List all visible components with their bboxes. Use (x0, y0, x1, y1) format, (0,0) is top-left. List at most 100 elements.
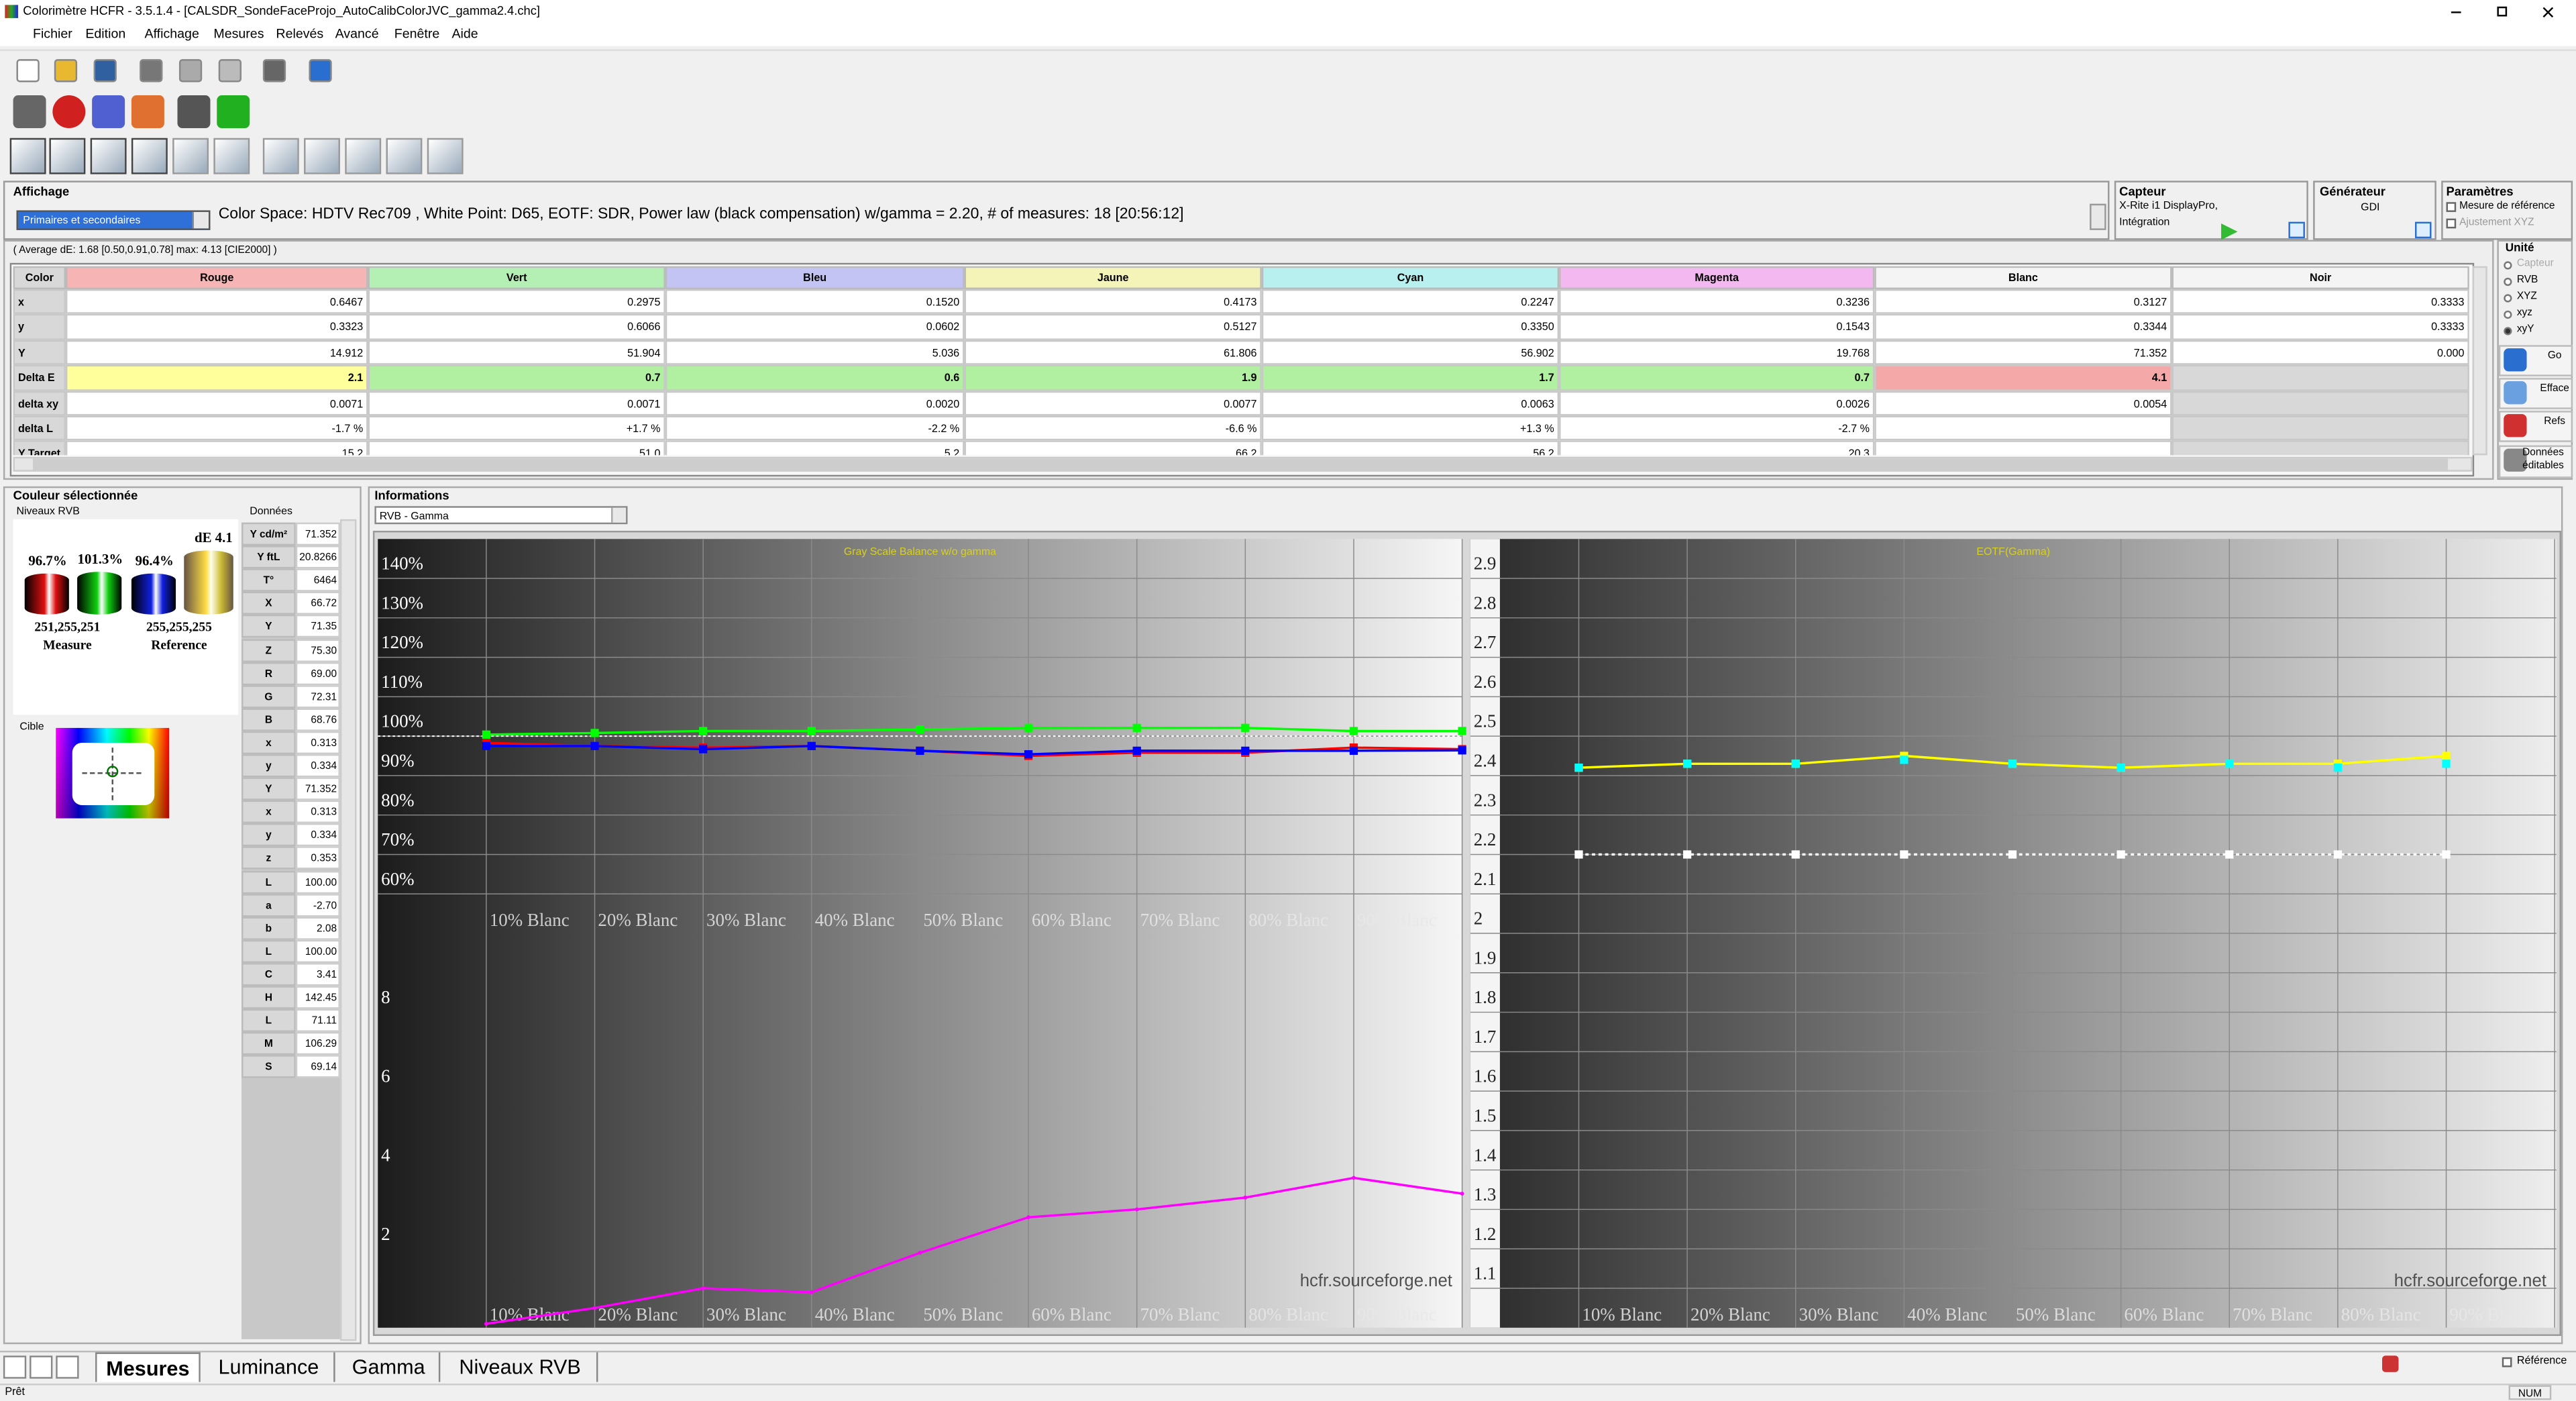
vertical-scrollbar[interactable] (2472, 266, 2487, 456)
reference-check[interactable]: Référence (2516, 1355, 2567, 1367)
radio-button[interactable] (2504, 327, 2512, 335)
toolbar-icon[interactable] (345, 138, 382, 174)
parameter-option[interactable]: Mesure de référence (2459, 200, 2555, 212)
tab-nav-button[interactable] (3, 1355, 27, 1379)
menu-item[interactable]: Relevés (276, 26, 324, 42)
menu-item[interactable]: Mesures (213, 26, 264, 42)
toolbar-icon[interactable] (262, 138, 299, 174)
column-header[interactable]: Vert (368, 266, 665, 290)
y-tick-label: 1.3 (1474, 1184, 1497, 1204)
parameter-option[interactable]: Ajustement XYZ (2459, 217, 2534, 229)
toolbar-icon[interactable] (54, 59, 78, 83)
watermark: hcfr.sourceforge.net (1300, 1272, 1452, 1290)
toolbar-icon[interactable] (218, 59, 242, 83)
level-cylinder (77, 571, 122, 615)
toolbar-icon[interactable] (172, 138, 209, 174)
menu-item[interactable]: Edition (85, 26, 126, 42)
radio-button[interactable] (2504, 294, 2512, 303)
toolbar-icon[interactable] (386, 138, 423, 174)
toolbar-icon[interactable] (9, 138, 46, 174)
menu-item[interactable]: Fichier (32, 26, 72, 42)
y-tick-label: 140% (381, 554, 423, 574)
toolbar-icon[interactable] (131, 138, 168, 174)
info-dropdown[interactable]: RVB - Gamma (374, 506, 628, 525)
toolbar-icon[interactable] (93, 59, 117, 83)
level-label: 96.4% (135, 554, 174, 569)
spin-button[interactable] (2090, 203, 2106, 230)
menu-item[interactable]: Aide (451, 26, 478, 42)
data-row-value: 20.8266 (295, 546, 340, 569)
tab[interactable]: Niveaux RVB (443, 1352, 598, 1382)
column-header[interactable]: Color (13, 266, 66, 290)
x-tick-label: 60% Blanc (1032, 910, 1112, 930)
generator-config[interactable] (2415, 221, 2432, 239)
unit-option[interactable]: xyY (2516, 323, 2534, 335)
scroll-thumb[interactable] (32, 458, 2448, 470)
series-marker (2116, 764, 2125, 772)
series-marker (1682, 850, 1692, 859)
action-label[interactable]: Refs (2544, 415, 2566, 427)
column-header[interactable]: Bleu (665, 266, 965, 290)
action-icon[interactable] (2504, 448, 2527, 472)
toolbar-icon[interactable] (304, 138, 340, 174)
toolbar-icon[interactable] (140, 59, 163, 83)
measure-label: Measure (43, 637, 92, 653)
menu-item[interactable]: Fenêtre (394, 26, 440, 42)
menu-item[interactable]: Avancé (335, 26, 379, 42)
unit-option[interactable]: Capteur (2516, 258, 2554, 270)
toolbar-icon[interactable] (90, 138, 127, 174)
tab[interactable]: Mesures (95, 1352, 201, 1382)
toolbar-icon[interactable] (92, 95, 125, 129)
tab[interactable]: Luminance (204, 1352, 335, 1382)
radio-button[interactable] (2504, 261, 2512, 270)
checkbox[interactable] (2446, 202, 2457, 212)
toolbar-icon[interactable] (49, 138, 86, 174)
checkbox[interactable] (2502, 1357, 2512, 1367)
unit-option[interactable]: RVB (2516, 274, 2538, 287)
tab[interactable]: Gamma (338, 1352, 441, 1382)
toolbar-icon[interactable] (52, 95, 86, 129)
maximize-glyph[interactable] (2497, 6, 2508, 17)
tab-nav-button[interactable] (56, 1355, 79, 1379)
column-header[interactable]: Magenta (1559, 266, 1875, 290)
action-icon[interactable] (2504, 414, 2527, 437)
de-marker (1026, 1215, 1031, 1220)
unit-option[interactable]: xyz (2516, 307, 2532, 319)
column-header[interactable]: Noir (2171, 266, 2469, 290)
action-icon[interactable] (2504, 381, 2527, 405)
action-icon[interactable] (2504, 348, 2527, 372)
column-header[interactable]: Cyan (1261, 266, 1560, 290)
data-scrollbar[interactable] (339, 519, 357, 1341)
sensor-config[interactable] (2288, 221, 2305, 239)
toolbar-icon[interactable] (13, 95, 46, 129)
action-label[interactable]: Efface (2540, 382, 2569, 395)
column-header[interactable]: Blanc (1874, 266, 2172, 290)
table-cell: 1.9 (964, 364, 1262, 391)
checkbox[interactable] (2446, 218, 2457, 229)
unit-option[interactable]: XYZ (2516, 291, 2537, 303)
reference-icon (2382, 1355, 2399, 1372)
toolbar-icon[interactable] (217, 95, 250, 129)
data-row-label: y (241, 754, 296, 778)
series-marker (482, 741, 491, 750)
toolbar-icon[interactable] (427, 138, 464, 174)
toolbar-icon[interactable] (213, 138, 250, 174)
action-label[interactable]: Données éditables (2522, 447, 2564, 472)
action-label[interactable]: Go (2547, 350, 2562, 362)
table-cell: 0.3236 (1559, 289, 1875, 314)
display-dropdown[interactable]: Primaires et secondaires (16, 210, 211, 230)
column-header[interactable]: Rouge (65, 266, 368, 290)
toolbar-icon[interactable] (177, 95, 211, 129)
radio-button[interactable] (2504, 277, 2512, 287)
tab-nav-button[interactable] (30, 1355, 53, 1379)
toolbar-icon[interactable] (309, 59, 332, 83)
menu-item[interactable]: Affichage (144, 26, 199, 42)
toolbar-icon[interactable] (178, 59, 203, 83)
column-header[interactable]: Jaune (964, 266, 1262, 290)
toolbar-icon[interactable] (262, 59, 286, 83)
radio-button[interactable] (2504, 310, 2512, 319)
series-marker (1458, 746, 1466, 755)
toolbar-icon[interactable] (16, 59, 40, 83)
x-tick-label: 40% Blanc (815, 910, 895, 930)
toolbar-icon[interactable] (131, 95, 164, 129)
